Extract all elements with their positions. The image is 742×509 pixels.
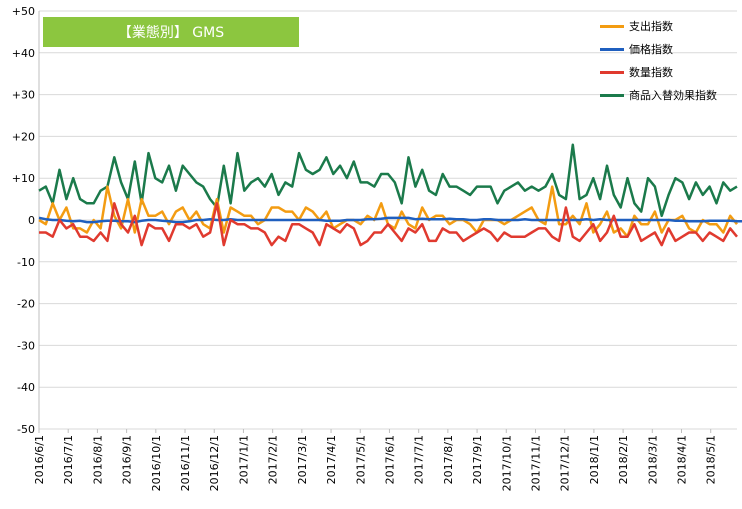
y-tick-label: -40 xyxy=(17,381,35,394)
y-tick-label: +10 xyxy=(12,172,35,185)
chart-title-box: 【業態別】 GMS xyxy=(43,17,299,47)
legend-swatch xyxy=(600,71,624,74)
y-tick-label: -50 xyxy=(17,423,35,436)
legend-swatch xyxy=(600,48,624,51)
legend-label: 数量指数 xyxy=(629,66,673,79)
series-lines xyxy=(38,143,742,247)
x-tick-label: 2018/1/1 xyxy=(588,435,601,484)
x-tick-label: 2018/4/1 xyxy=(676,435,689,484)
y-tick-label: +30 xyxy=(12,89,35,102)
x-tick-label: 2016/11/1 xyxy=(179,435,192,491)
y-tick-label: -30 xyxy=(17,339,35,352)
y-tick-label: -10 xyxy=(17,256,35,269)
y-axis-tick-labels: +50 +40 +30 +20 +10 0 -10 -20 -30 -40 -50 xyxy=(12,5,35,436)
x-tick-label: 2017/2/1 xyxy=(267,435,280,484)
y-tick-label: +40 xyxy=(12,47,35,60)
x-tick-label: 2018/5/1 xyxy=(705,435,718,484)
x-tick-label: 2018/2/1 xyxy=(617,435,630,484)
x-tick-label: 2016/8/1 xyxy=(91,435,104,484)
x-tick-label: 2017/10/1 xyxy=(500,435,513,491)
y-tick-label: +50 xyxy=(12,5,35,18)
x-tick-label: 2017/8/1 xyxy=(442,435,455,484)
x-tick-label: 2016/10/1 xyxy=(150,435,163,491)
legend-label: 支出指数 xyxy=(629,20,673,33)
x-tick-label: 2017/11/1 xyxy=(529,435,542,491)
y-tick-label: -20 xyxy=(17,298,35,311)
x-tick-label: 2017/1/1 xyxy=(237,435,250,484)
legend-swatch xyxy=(600,94,624,97)
x-tick-label: 2017/4/1 xyxy=(325,435,338,484)
x-tick-label: 2017/5/1 xyxy=(354,435,367,484)
x-tick-label: 2017/7/1 xyxy=(413,435,426,484)
x-tick-label: 2017/12/1 xyxy=(559,435,572,491)
legend-swatch xyxy=(600,25,624,28)
series-line-3 xyxy=(38,143,738,218)
y-tick-label: 0 xyxy=(28,214,35,227)
y-tick-label: +20 xyxy=(12,130,35,143)
chart-title: 【業態別】 GMS xyxy=(117,25,225,41)
x-tick-label: 2018/3/1 xyxy=(646,435,659,484)
x-tick-label: 2016/9/1 xyxy=(121,435,134,484)
series-line-2 xyxy=(39,202,738,247)
x-tick-label: 2017/9/1 xyxy=(471,435,484,484)
series-line-1 xyxy=(38,216,742,224)
legend-label: 商品入替効果指数 xyxy=(629,89,717,102)
legend-label: 価格指数 xyxy=(629,43,673,56)
x-axis-tick-labels: 2016/6/1 2016/7/1 2016/8/1 2016/9/1 2016/10/… xyxy=(33,429,718,491)
x-tick-label: 2016/12/1 xyxy=(208,435,221,491)
x-tick-label: 2017/3/1 xyxy=(296,435,309,484)
x-tick-label: 2017/6/1 xyxy=(383,435,396,484)
x-tick-label: 2016/7/1 xyxy=(62,435,75,484)
x-tick-label: 2016/6/1 xyxy=(33,435,46,484)
